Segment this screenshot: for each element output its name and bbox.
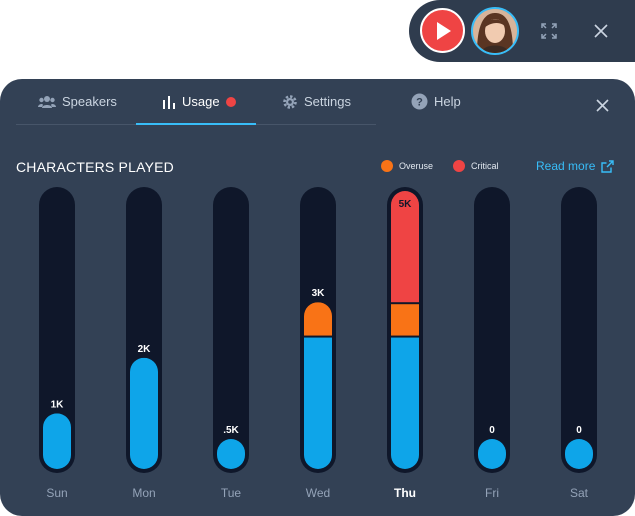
expand-button[interactable] <box>537 19 561 43</box>
read-more-label: Read more <box>536 159 596 173</box>
bar-group-sun[interactable]: 1K Sun <box>39 187 75 500</box>
tab-help-label: Help <box>434 94 461 109</box>
bar-value-label: 0 <box>576 425 582 436</box>
gear-icon <box>283 94 297 109</box>
tab-settings[interactable]: Settings <box>282 79 351 124</box>
help-icon: ? <box>411 93 428 110</box>
read-more-link[interactable]: Read more <box>536 159 615 173</box>
bar-value-label: .5K <box>223 425 239 436</box>
people-icon <box>38 95 56 108</box>
bar-value-label: 2K <box>138 344 152 355</box>
bar-segment-overuse <box>391 304 419 336</box>
bar-track <box>213 187 249 473</box>
bar-segment-normal <box>391 337 419 469</box>
tab-speakers[interactable]: Speakers <box>38 79 117 124</box>
category-label-thu: Thu <box>394 486 416 500</box>
legend-critical-label: Critical <box>471 161 499 171</box>
mini-player <box>409 0 635 62</box>
bar-segment-normal <box>565 439 593 469</box>
section-title: CHARACTERS PLAYED <box>16 159 174 175</box>
usage-alert-badge <box>225 96 236 107</box>
bar-segment-normal <box>304 337 332 469</box>
tab-bar: Speakers Usage Settings <box>16 79 376 125</box>
close-icon <box>594 24 608 38</box>
bar-group-wed[interactable]: 3K Wed <box>300 187 336 500</box>
bar-segment-normal <box>478 439 506 469</box>
mini-close-button[interactable] <box>589 19 613 43</box>
bar-track <box>474 187 510 473</box>
bar-chart-icon <box>163 95 175 109</box>
tab-help[interactable]: ? Help <box>411 79 461 124</box>
usage-bar-chart: 1K Sun 2K Mon .5K Tue 3K Wed 5K Thu 0 Fri 0 Sat <box>39 187 597 500</box>
legend-critical-swatch <box>453 160 465 172</box>
bar-value-label: 5K <box>399 199 413 210</box>
tab-usage[interactable]: Usage <box>162 79 236 124</box>
svg-text:?: ? <box>416 97 423 109</box>
tab-settings-label: Settings <box>304 94 351 109</box>
avatar-image <box>473 9 517 53</box>
bar-segment-normal <box>130 357 158 469</box>
tab-speakers-label: Speakers <box>62 94 117 109</box>
bar-segment-normal <box>217 439 245 469</box>
bar-value-label: 0 <box>489 425 495 436</box>
bar-value-label: 3K <box>312 288 326 299</box>
bar-group-tue[interactable]: .5K Tue <box>213 187 249 500</box>
bar-segment-normal <box>43 413 71 469</box>
bar-group-sat[interactable]: 0 Sat <box>561 187 597 500</box>
close-icon <box>595 98 609 112</box>
category-label-fri: Fri <box>485 486 499 500</box>
user-avatar[interactable] <box>471 7 519 55</box>
usage-panel: Speakers Usage Settings ? Help CHARACTER… <box>0 79 635 516</box>
bar-group-fri[interactable]: 0 Fri <box>474 187 510 500</box>
legend-overuse-swatch <box>381 160 393 172</box>
legend-overuse-label: Overuse <box>399 161 434 171</box>
bar-segment-overuse <box>304 302 332 336</box>
bar-segment-critical <box>391 191 419 303</box>
category-label-sun: Sun <box>46 486 67 500</box>
external-link-icon <box>601 159 615 173</box>
bar-track <box>39 187 75 473</box>
expand-icon <box>541 23 557 39</box>
tab-usage-label: Usage <box>182 94 220 109</box>
legend-overuse: Overuse <box>381 160 433 172</box>
category-label-sat: Sat <box>570 486 589 500</box>
legend-critical: Critical <box>453 160 499 172</box>
bar-group-thu[interactable]: 5K Thu <box>387 187 423 500</box>
play-button[interactable] <box>420 8 465 53</box>
category-label-tue: Tue <box>221 486 242 500</box>
category-label-wed: Wed <box>306 486 330 500</box>
bar-track <box>561 187 597 473</box>
active-tab-indicator <box>136 123 256 125</box>
category-label-mon: Mon <box>132 486 155 500</box>
panel-close-button[interactable] <box>592 95 612 115</box>
bar-value-label: 1K <box>51 399 65 410</box>
bar-group-mon[interactable]: 2K Mon <box>126 187 162 500</box>
play-icon <box>436 21 451 40</box>
